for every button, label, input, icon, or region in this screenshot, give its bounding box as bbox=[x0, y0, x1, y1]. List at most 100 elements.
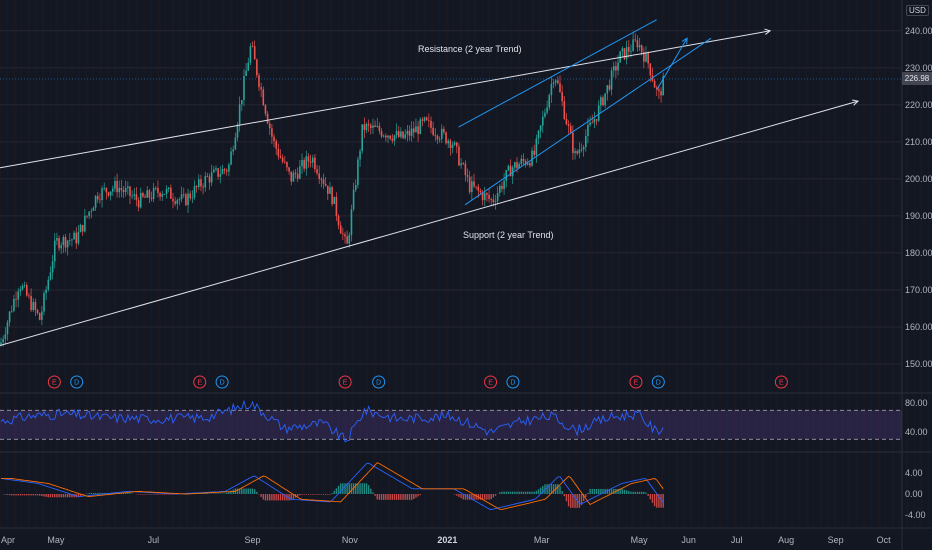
candle-body bbox=[636, 40, 639, 48]
macd-histogram-bar bbox=[301, 494, 303, 495]
macd-histogram-bar bbox=[387, 494, 389, 500]
candle-body bbox=[230, 151, 232, 165]
macd-histogram-bar bbox=[617, 488, 619, 494]
candle-body bbox=[38, 313, 41, 320]
candle-body bbox=[440, 128, 443, 139]
macd-histogram-bar bbox=[69, 494, 71, 498]
earnings-event-marker[interactable] bbox=[338, 375, 352, 389]
candle-body bbox=[425, 117, 428, 121]
candle-body bbox=[574, 151, 576, 154]
candle-body bbox=[127, 186, 129, 189]
candle-body bbox=[81, 224, 84, 232]
macd-histogram-bar bbox=[165, 494, 168, 495]
candle-body bbox=[146, 190, 148, 198]
macd-histogram-bar bbox=[269, 494, 271, 501]
macd-histogram-bar bbox=[51, 494, 54, 498]
trendline-channel-lower[interactable] bbox=[464, 37, 712, 206]
macd-histogram-bar bbox=[17, 494, 19, 496]
candle-body bbox=[333, 196, 336, 205]
candle-body bbox=[228, 164, 230, 172]
macd-histogram-bar bbox=[125, 492, 127, 494]
candle-body bbox=[537, 130, 540, 139]
trendline-support-2-year-trend[interactable] bbox=[0, 100, 859, 346]
macd-histogram-bar bbox=[101, 492, 103, 494]
candle-body bbox=[296, 173, 299, 179]
dividend-event-marker[interactable] bbox=[651, 375, 665, 389]
candle-body bbox=[352, 189, 355, 210]
candle-body bbox=[264, 105, 267, 114]
candle-body bbox=[157, 187, 159, 193]
macd-histogram-bar bbox=[77, 494, 80, 498]
candle-body bbox=[640, 45, 643, 53]
earnings-event-marker[interactable] bbox=[193, 375, 207, 389]
currency-label[interactable]: USD bbox=[906, 5, 929, 16]
candle-body bbox=[307, 156, 310, 162]
macd-histogram-bar bbox=[11, 494, 13, 496]
candle-body bbox=[161, 194, 164, 197]
event-marker-label: E bbox=[52, 380, 57, 387]
event-marker-label: D bbox=[376, 380, 381, 387]
candle-body bbox=[129, 186, 131, 197]
candle-body bbox=[90, 210, 93, 212]
macd-histogram-bar bbox=[92, 492, 95, 494]
dividend-event-marker[interactable] bbox=[372, 375, 386, 389]
macd-histogram-bar bbox=[374, 494, 376, 496]
candle-body bbox=[408, 130, 411, 136]
dividend-event-marker[interactable] bbox=[215, 375, 229, 389]
macd-histogram-bar bbox=[226, 492, 228, 494]
event-marker-label: E bbox=[634, 380, 639, 387]
macd-histogram-bar bbox=[415, 494, 417, 498]
macd-histogram-bar bbox=[288, 494, 290, 501]
candle-body bbox=[193, 186, 196, 198]
macd-histogram-bar bbox=[331, 493, 333, 494]
candle-body bbox=[370, 125, 372, 128]
macd-histogram-bar bbox=[56, 494, 58, 498]
candle-body bbox=[634, 39, 637, 41]
earnings-event-marker[interactable] bbox=[47, 375, 61, 389]
candle-body bbox=[253, 46, 256, 60]
macd-histogram-bar bbox=[228, 491, 230, 494]
candle-body bbox=[15, 298, 17, 300]
time-axis-label: Jun bbox=[681, 535, 696, 545]
macd-histogram-bar bbox=[570, 494, 572, 508]
macd-histogram-bar bbox=[305, 494, 307, 495]
candle-body bbox=[432, 127, 434, 135]
macd-histogram-bar bbox=[542, 486, 544, 494]
earnings-event-marker[interactable] bbox=[774, 375, 788, 389]
candle-body bbox=[247, 62, 250, 71]
candle-body bbox=[563, 101, 566, 119]
candle-body bbox=[359, 151, 361, 160]
candle-body bbox=[139, 192, 142, 208]
trendline-resistance-2-year-trend[interactable] bbox=[0, 30, 771, 169]
macd-histogram-bar bbox=[647, 494, 649, 496]
candle-body bbox=[372, 125, 374, 128]
macd-histogram-bar bbox=[398, 494, 400, 500]
macd-histogram-bar bbox=[473, 494, 475, 500]
rsi-band-fill bbox=[0, 410, 902, 440]
macd-histogram-bar bbox=[99, 492, 101, 494]
candle-body bbox=[249, 46, 252, 63]
macd-histogram-bar bbox=[479, 494, 482, 500]
macd-histogram-bar bbox=[458, 494, 460, 497]
macd-histogram-bar bbox=[322, 494, 325, 495]
time-axis-label: Aug bbox=[778, 535, 794, 545]
macd-histogram-bar bbox=[88, 492, 90, 494]
trendline-projection[interactable] bbox=[656, 37, 688, 91]
macd-histogram-bar bbox=[202, 493, 204, 494]
candle-body bbox=[367, 124, 370, 126]
trendline-channel-upper[interactable] bbox=[458, 19, 657, 128]
macd-histogram-bar bbox=[400, 494, 402, 500]
earnings-event-marker[interactable] bbox=[484, 375, 498, 389]
dividend-event-marker[interactable] bbox=[506, 375, 520, 389]
resistance-annotation: Resistance (2 year Trend) bbox=[418, 44, 522, 54]
dividend-event-marker[interactable] bbox=[70, 375, 84, 389]
macd-histogram-bar bbox=[662, 494, 664, 508]
candle-body bbox=[612, 66, 615, 71]
macd-histogram-bar bbox=[243, 488, 245, 494]
candle-body bbox=[595, 119, 598, 121]
macd-histogram-bar bbox=[391, 494, 393, 500]
macd-histogram-bar bbox=[363, 483, 366, 494]
macd-histogram-bar bbox=[653, 494, 656, 507]
candle-body bbox=[587, 124, 589, 137]
earnings-event-marker[interactable] bbox=[629, 375, 643, 389]
